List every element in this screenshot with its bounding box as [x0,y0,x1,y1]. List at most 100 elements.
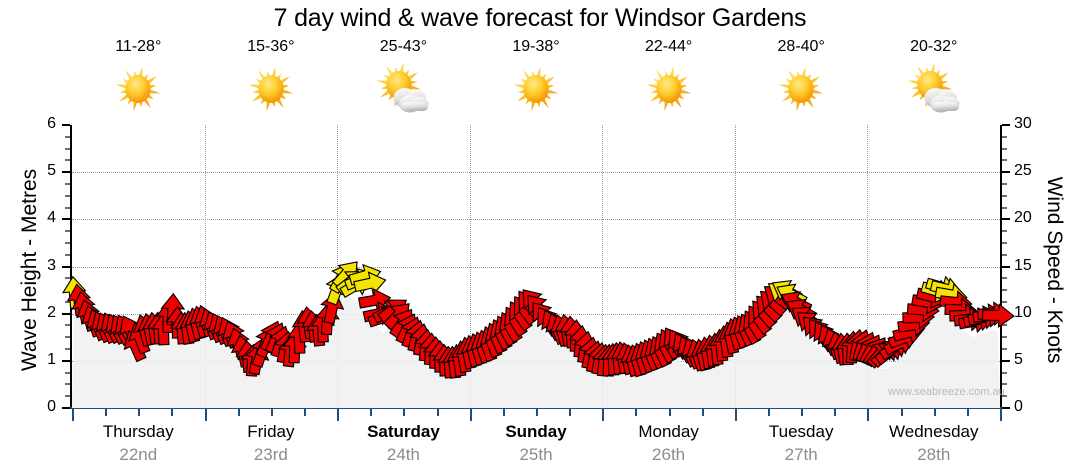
left-axis-tick-label: 5 [47,162,56,180]
left-axis-tick-label: 4 [47,209,56,227]
day-name: Tuesday [768,422,834,441]
left-axis-tick-label: 2 [47,303,56,321]
day-header-tuesday: 28-40° [735,38,868,128]
temperature-range: 25-43° [379,38,428,55]
right-axis-minor-tick [1002,241,1007,244]
x-axis-major-tick [204,409,207,421]
right-axis-tick [1002,171,1010,174]
left-axis-minor-tick [65,147,70,150]
x-axis-major-tick [1000,409,1002,421]
right-axis-minor-tick [1002,300,1007,303]
right-axis-minor-tick [1002,253,1007,256]
vertical-gridline [734,125,736,408]
right-axis-tick [1002,265,1010,268]
left-axis-minor-tick [65,206,70,209]
left-axis-minor-tick [65,159,70,162]
day-header-saturday: 25-43° [337,38,470,128]
day-label-saturday: Saturday 24th [337,421,470,475]
day-header-sunday: 19-38° [470,38,603,128]
left-axis-tick-label: 1 [47,350,56,368]
temperature-range: 22-44° [644,38,693,55]
day-date: 22nd [119,445,158,464]
right-axis-title: Wind Speed - Knots [1043,176,1066,364]
wind-series-shadow [72,290,1000,408]
partly-cloudy-icon [372,60,434,118]
day-name: Thursday [102,422,174,441]
day-label-sunday: Sunday 25th [470,421,603,475]
x-axis-minor-tick [768,409,770,416]
plot-area [61,125,1015,408]
x-axis-minor-tick [966,409,969,416]
left-axis-minor-tick [65,336,70,339]
x-axis-minor-tick [171,409,174,416]
right-axis-minor-tick [1002,135,1007,138]
right-axis-minor-tick [1002,147,1007,150]
day-header-thursday: 11-28° [72,38,205,128]
sunny-icon [240,60,302,118]
left-axis-minor-tick [65,395,70,398]
left-axis-tick-label: 6 [47,115,56,132]
left-axis-tick-label: 3 [47,256,56,274]
vertical-gridline [602,125,604,408]
left-axis-tick [62,312,70,315]
day-label-wednesday: Wednesday 28th [867,421,1000,475]
bottom-axis-spine [70,407,1002,409]
page-title: 7 day wind & wave forecast for Windsor G… [273,4,807,32]
right-axis-tick [1002,124,1010,126]
right-axis-spine [1000,125,1002,408]
day-header-wednesday: 20-32° [867,38,1000,128]
right-axis-minor-tick [1002,395,1007,398]
right-axis-tick-label: 5 [1014,350,1023,368]
vertical-gridline [867,125,869,408]
right-axis-minor-tick [1002,159,1007,162]
x-axis-major-tick [72,409,74,421]
right-axis-tick-label: 20 [1014,209,1032,227]
temperature-range: 11-28° [115,38,162,55]
left-axis-minor-tick [65,277,70,280]
day-label-thursday: Thursday 22nd [72,421,205,475]
x-axis-minor-tick [900,409,903,416]
x-axis-minor-tick [569,409,572,416]
right-axis-tick-label: 25 [1014,162,1032,180]
right-axis-minor-tick [1002,206,1007,209]
x-axis-minor-tick [834,409,837,416]
left-axis-tick [62,359,70,362]
sunny-icon [505,60,567,118]
right-axis-tick-label: 0 [1014,398,1023,415]
temperature-range: 20-32° [910,38,958,55]
left-axis-minor-tick [65,182,70,185]
right-axis-minor-tick [1002,371,1007,374]
x-axis-major-tick [734,409,737,421]
left-axis-tick-label: 0 [47,398,56,415]
x-axis-minor-tick [668,409,671,416]
x-axis-major-tick [337,409,340,421]
right-axis-minor-tick [1002,383,1007,386]
right-axis-tick-label: 15 [1014,256,1032,274]
left-axis-minor-tick [65,230,70,233]
left-axis-tick [62,265,70,268]
left-axis-minor-tick [65,135,70,138]
x-axis-major-tick [867,409,870,421]
x-axis-minor-tick [105,409,108,416]
right-axis-minor-tick [1002,182,1007,185]
temperature-range: 28-40° [777,38,825,55]
x-axis-minor-tick [370,409,373,416]
horizontal-gridline [72,266,1000,268]
left-axis-title: Wave Height - Metres [18,168,41,372]
right-axis-tick-label: 10 [1014,303,1032,321]
x-axis-minor-tick [403,409,406,416]
wind-arrow [981,303,1015,328]
left-axis-minor-tick [65,253,70,256]
day-header-monday: 22-44° [602,38,735,128]
left-axis-minor-tick [65,383,70,386]
left-axis-tick [62,124,70,126]
day-date: 24th [386,445,420,464]
wind-arrow [353,271,387,296]
right-axis-minor-tick [1002,194,1007,197]
x-axis-minor-tick [536,409,538,416]
left-axis-tick [62,218,70,221]
x-axis-minor-tick [635,409,638,416]
left-axis-spine [70,125,72,408]
right-axis-minor-tick [1002,324,1007,327]
